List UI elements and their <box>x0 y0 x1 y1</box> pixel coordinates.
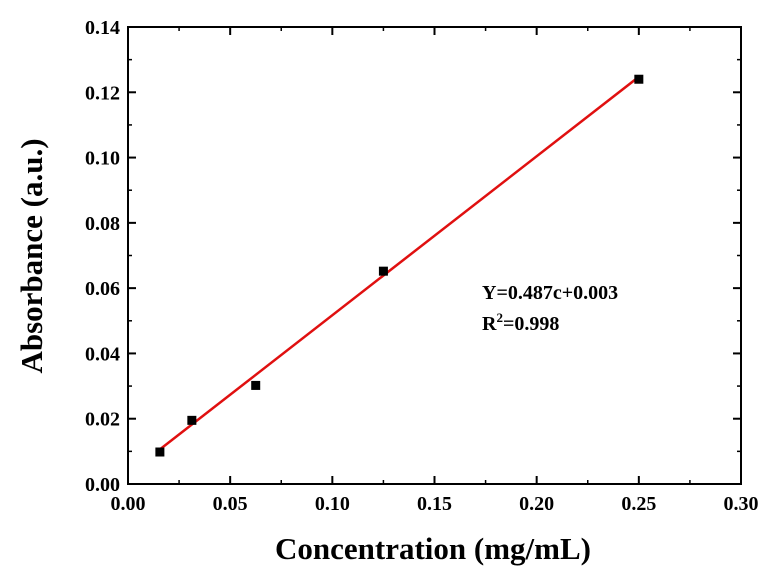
y-tick-label: 0.00 <box>85 474 120 496</box>
axes <box>127 26 742 485</box>
y-tick-label: 0.02 <box>85 409 120 431</box>
r-squared-annotation: R2=0.998 <box>482 310 559 335</box>
x-tick-label: 0.20 <box>519 493 554 515</box>
r-squared-superscript: 2 <box>496 310 503 325</box>
data-point <box>634 74 644 84</box>
equation-annotation: Y=0.487c+0.003 <box>482 282 618 304</box>
x-tick-label: 0.10 <box>315 493 350 515</box>
data-point <box>155 447 165 457</box>
fit-line-group <box>159 75 640 451</box>
plot-frame <box>127 26 742 485</box>
fit-line <box>159 75 640 451</box>
data-point <box>378 266 388 276</box>
y-axis-ticks: 0.00 0.02 0.04 0.06 0.08 0.10 0.12 0.14 <box>85 17 741 496</box>
y-tick-label: 0.08 <box>85 213 120 235</box>
r-squared-prefix: R <box>482 313 497 335</box>
r-squared-value: =0.998 <box>503 313 559 335</box>
x-axis-title: Concentration (mg/mL) <box>275 531 591 566</box>
data-points <box>155 74 644 457</box>
y-tick-label: 0.14 <box>85 17 120 39</box>
y-tick-label: 0.04 <box>85 343 120 365</box>
x-tick-label: 0.05 <box>213 493 248 515</box>
y-axis-title: Absorbance (a.u.) <box>14 138 49 373</box>
data-point <box>251 380 261 390</box>
x-tick-label: 0.25 <box>621 493 656 515</box>
data-point <box>187 415 197 425</box>
x-tick-label: 0.30 <box>724 493 759 515</box>
x-tick-label: 0.00 <box>111 493 146 515</box>
x-axis-ticks: 0.00 0.05 0.10 0.15 0.20 0.25 0.30 <box>111 27 759 515</box>
x-tick-label: 0.15 <box>417 493 452 515</box>
y-tick-label: 0.06 <box>85 278 120 300</box>
y-tick-label: 0.10 <box>85 148 120 170</box>
y-tick-label: 0.12 <box>85 82 120 104</box>
